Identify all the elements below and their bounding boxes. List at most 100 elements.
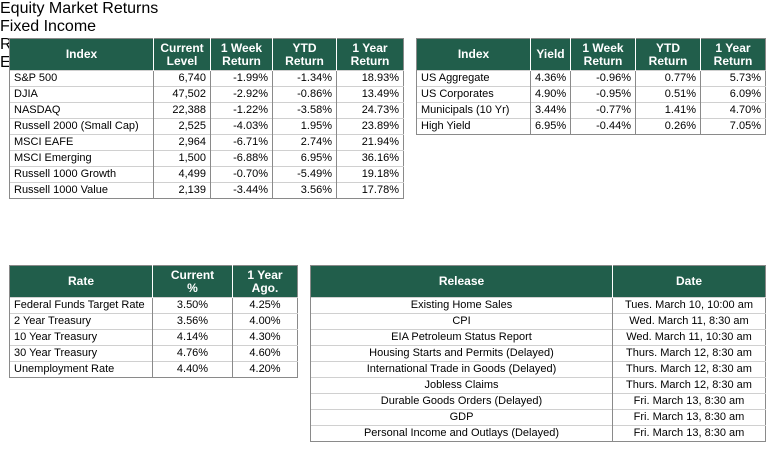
table-cell: 3.56% [152,313,233,330]
table-cell: Fri. March 13, 8:30 am [612,425,766,442]
table-cell: 3.50% [152,297,233,314]
table-cell: Personal Income and Outlays (Delayed) [310,425,613,442]
table-cell: -0.44% [570,118,636,135]
table-cell: 4.60% [232,345,298,362]
table-cell: Wed. March 11, 10:30 am [612,329,766,346]
table-cell: 4,499 [153,166,211,183]
table-cell: 2 Year Treasury [9,313,153,330]
header-cell: YTD Return [635,38,701,71]
table-cell: 23.89% [336,118,404,135]
table-cell: 4.76% [152,345,233,362]
header-cell: 1 Week Return [570,38,636,71]
table-cell: -0.70% [210,166,273,183]
data-table: Index Current Level 1 Week Return YTD Retur… [9,38,404,199]
table-cell: 1.41% [635,102,701,119]
table-cell: -6.88% [210,150,273,167]
table-cell: 47,502 [153,86,211,103]
table-cell: -6.71% [210,134,273,151]
table-row: Municipals (10 Yr) 3.44% -0.77% 1.41% 4.70% [416,102,766,119]
table-row: Jobless Claims Thurs. March 12, 8:30 am [310,377,766,394]
table-head: Index Yield 1 Week Return YTD Return 1 Year … [416,38,766,71]
table-cell: -3.58% [272,102,337,119]
table-row: DJIA 47,502 -2.92% -0.86% 13.49% [9,86,404,103]
table-cell: -0.96% [570,70,636,87]
table-cell: MSCI EAFE [9,134,154,151]
table-cell: Fri. March 13, 8:30 am [612,409,766,426]
header-row: Index Yield 1 Week Return YTD Return 1 Year … [416,38,766,71]
table-head: Index Current Level 1 Week Return YTD Retur… [9,38,404,71]
table-cell: Fri. March 13, 8:30 am [612,393,766,410]
table-cell: DJIA [9,86,154,103]
table-cell: 1,500 [153,150,211,167]
table-cell: 22,388 [153,102,211,119]
table-cell: -3.44% [210,182,273,199]
table-cell: -1.99% [210,70,273,87]
table-cell: 4.40% [152,361,233,378]
table-row: EIA Petroleum Status Report Wed. March 11… [310,329,766,346]
table-title: Equity Market Returns [0,0,159,17]
header-cell: Yield [530,38,571,71]
table-row: Housing Starts and Permits (Delayed) Thur… [310,345,766,362]
table-row: GDP Fri. March 13, 8:30 am [310,409,766,426]
table-row: 30 Year Treasury 4.76% 4.60% [9,345,298,362]
table-cell: 2.74% [272,134,337,151]
table-cell: 24.73% [336,102,404,119]
table-cell: S&P 500 [9,70,154,87]
data-table: Index Yield 1 Week Return YTD Return 1 Year … [416,38,766,135]
table-row: Personal Income and Outlays (Delayed) Fri… [310,425,766,442]
table-cell: 2,525 [153,118,211,135]
table-cell: NASDAQ [9,102,154,119]
table-cell: Unemployment Rate [9,361,153,378]
table-cell: 21.94% [336,134,404,151]
table-cell: 30 Year Treasury [9,345,153,362]
table-cell: -0.95% [570,86,636,103]
table-head: Release Date [310,265,766,298]
table-row: Existing Home Sales Tues. March 10, 10:00… [310,297,766,314]
table-cell: 3.44% [530,102,571,119]
table-row: US Aggregate 4.36% -0.96% 0.77% 5.73% [416,70,766,87]
header-cell: 1 Year Return [700,38,766,71]
table-cell: 7.05% [700,118,766,135]
table-cell: Tues. March 10, 10:00 am [612,297,766,314]
table-row: MSCI Emerging 1,500 -6.88% 6.95% 36.16% [9,150,404,167]
table-cell: 3.56% [272,182,337,199]
table-cell: Russell 2000 (Small Cap) [9,118,154,135]
table-body: S&P 500 6,740 -1.99% -1.34% 18.93% DJIA 47,502… [9,70,404,199]
table-cell: 4.70% [700,102,766,119]
table-cell: 36.16% [336,150,404,167]
table-cell: Existing Home Sales [310,297,613,314]
table-cell: Federal Funds Target Rate [9,297,153,314]
table-cell: US Aggregate [416,70,531,87]
header-row: Rate Current % 1 Year Ago. [9,265,298,298]
table-cell: -0.86% [272,86,337,103]
table-cell: 10 Year Treasury [9,329,153,346]
table-row: CPI Wed. March 11, 8:30 am [310,313,766,330]
table-cell: -5.49% [272,166,337,183]
header-cell: Release [310,265,613,298]
table-cell: 13.49% [336,86,404,103]
table-cell: -2.92% [210,86,273,103]
table-cell: US Corporates [416,86,531,103]
table-cell: MSCI Emerging [9,150,154,167]
table-cell: 4.30% [232,329,298,346]
table-cell: -0.77% [570,102,636,119]
table-row: Russell 1000 Value 2,139 -3.44% 3.56% 17.78% [9,182,404,199]
table-cell: Russell 1000 Growth [9,166,154,183]
table-row: NASDAQ 22,388 -1.22% -3.58% 24.73% [9,102,404,119]
table-cell: High Yield [416,118,531,135]
table-cell: Municipals (10 Yr) [416,102,531,119]
table-cell: EIA Petroleum Status Report [310,329,613,346]
table-row: Russell 2000 (Small Cap) 2,525 -4.03% 1.95%… [9,118,404,135]
table-cell: GDP [310,409,613,426]
table-row: International Trade in Goods (Delayed) Th… [310,361,766,378]
table-body: Federal Funds Target Rate 3.50% 4.25% 2 Yea… [9,297,298,378]
table-cell: International Trade in Goods (Delayed) [310,361,613,378]
table-cell: 2,139 [153,182,211,199]
table-body: Existing Home Sales Tues. March 10, 10:00… [310,297,766,442]
table-row: 2 Year Treasury 3.56% 4.00% [9,313,298,330]
table-cell: 18.93% [336,70,404,87]
table-cell: 17.78% [336,182,404,199]
header-cell: Index [416,38,531,71]
data-table: Release Date Existing Home Sales Tues. Marc… [310,265,766,442]
